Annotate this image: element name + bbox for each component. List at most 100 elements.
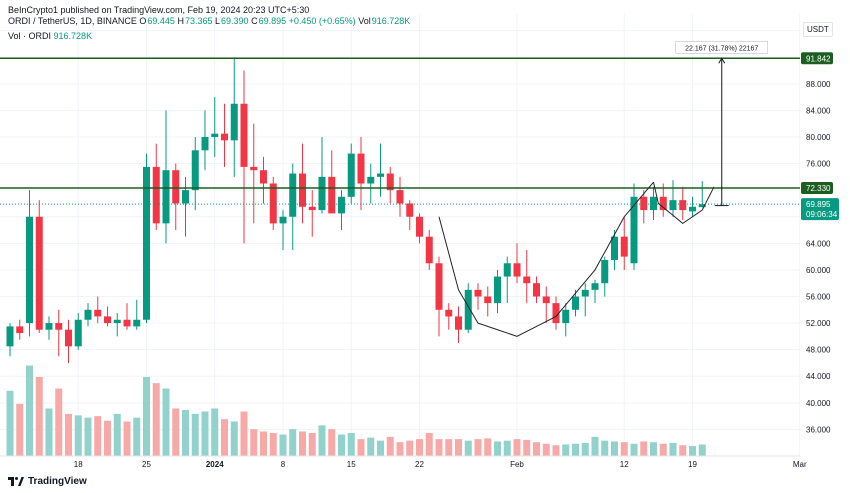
price-tick-label: 76.000 [806, 160, 831, 169]
price-axis-bg [800, 0, 850, 460]
vol-value: 916.728K [371, 16, 411, 26]
volume-bar [503, 440, 511, 456]
candle-body [230, 103, 238, 141]
time-tick-label: 2024 [206, 460, 224, 469]
candle-body [55, 323, 63, 330]
candle-body [182, 190, 189, 204]
chart-grid [0, 14, 801, 456]
volume-bar [484, 438, 492, 456]
volume-bar [698, 444, 706, 456]
volume-bar [474, 439, 482, 456]
measure-arrow-icon [718, 57, 726, 64]
volume-bar [689, 446, 696, 456]
volume-bar [572, 443, 579, 456]
candle-body [572, 296, 579, 310]
candle-body [211, 133, 219, 137]
measure-label: 22.167 (31.78%) 22167 [685, 45, 758, 52]
volume-legend-value: 916.728K [53, 31, 93, 41]
candle-body [318, 176, 326, 211]
volume-bar [630, 443, 638, 456]
level-label-bg [801, 52, 833, 65]
volume-bar [435, 439, 443, 456]
volume-bar [650, 442, 657, 456]
volume-bar [308, 433, 316, 456]
price-tick-label: 64.000 [806, 239, 831, 248]
candle-body [591, 283, 599, 290]
price-tick-label: 48.000 [806, 346, 831, 355]
candle-body [65, 329, 72, 347]
volume-bar [396, 442, 404, 456]
candle-body [650, 196, 657, 211]
candle-body [698, 204, 706, 208]
price-tick-label: 84.000 [806, 106, 831, 115]
candlesticks [6, 57, 706, 363]
currency-button[interactable]: USDT [803, 22, 833, 37]
candle-body [689, 206, 696, 212]
measure-label-box [675, 41, 768, 54]
price-tick-label: 40.000 [806, 399, 831, 408]
volume-bar [26, 365, 33, 456]
volume-bar [55, 388, 63, 456]
candle-body [581, 289, 589, 297]
volume-bar [152, 383, 160, 456]
candle-body [455, 316, 462, 330]
volume-bar [406, 440, 414, 456]
time-tick-label: Mar [793, 460, 807, 469]
price-tick-label: 52.000 [806, 319, 831, 328]
price-tick-label: 88.000 [806, 80, 831, 89]
volume-bar [182, 410, 189, 456]
candle-body [240, 103, 248, 167]
volume-bar [113, 413, 121, 456]
countdown-label: 09:06:34 [806, 210, 838, 219]
volume-bar [377, 440, 384, 456]
candle-body [143, 166, 150, 320]
volume-bar [221, 419, 228, 456]
time-tick-label: 19 [688, 460, 697, 469]
volume-bar [162, 388, 170, 456]
candle-body [377, 173, 384, 177]
cup-pattern-curve [438, 181, 654, 337]
volume-bar [250, 429, 258, 456]
candle-body [396, 190, 404, 204]
volume-bar [299, 431, 306, 456]
tradingview-logo[interactable]: TradingView [8, 476, 87, 487]
volume-bar [172, 408, 180, 456]
chart-overlays: 22.167 (31.78%) 22167 [0, 41, 800, 337]
candle-body [328, 176, 336, 214]
candle-body [308, 206, 316, 211]
volume-bar [318, 425, 326, 456]
candle-body [338, 196, 345, 214]
low-value: 69.390 [221, 16, 249, 26]
candle-body [201, 136, 209, 151]
brand-text: TradingView [28, 476, 87, 487]
candle-body [435, 263, 443, 310]
volume-bar [425, 433, 433, 456]
volume-bar [240, 411, 248, 456]
volume-bar [523, 439, 531, 456]
candle-body [416, 216, 423, 237]
volume-bar [65, 413, 72, 456]
volume-bar [445, 439, 453, 456]
candle-body [133, 319, 141, 327]
candle-body [45, 323, 53, 330]
tradingview-icon [8, 477, 24, 486]
volume-bar [35, 377, 43, 456]
level-label: 91.842 [806, 54, 831, 63]
candle-body [221, 133, 228, 141]
candle-body [347, 153, 355, 197]
candle-body [611, 236, 618, 260]
candle-body [679, 200, 687, 211]
volume-bar [513, 439, 521, 456]
volume-bar [640, 441, 648, 456]
price-tick-label: 44.000 [806, 372, 831, 381]
volume-bar [581, 442, 589, 456]
candle-body [104, 316, 111, 324]
time-tick-label: 15 [347, 460, 356, 469]
candle-body [523, 276, 531, 284]
candle-body [552, 303, 560, 324]
candle-body [123, 319, 131, 327]
volume-bar [601, 440, 609, 456]
candle-body [289, 173, 297, 217]
open-value: 69.445 [147, 16, 175, 26]
